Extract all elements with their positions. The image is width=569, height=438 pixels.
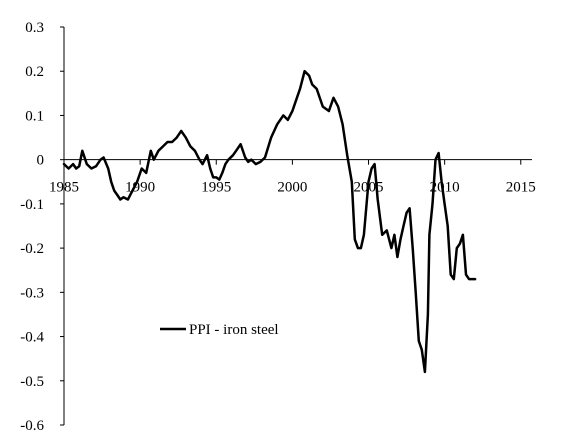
series-line [62, 69, 477, 374]
y-tick-label: -0.4 [20, 330, 44, 346]
y-tick-label: -0.3 [20, 285, 44, 301]
x-tick-label: 1995 [201, 180, 231, 196]
x-axis: 1985 1990 1995 2000 2005 2010 2015 [49, 159, 536, 196]
x-tick-label: 2000 [277, 180, 307, 196]
y-tick-label: -0.6 [20, 418, 44, 434]
y-tick-label: 0.2 [25, 64, 44, 80]
y-tick-label: 0.1 [25, 108, 44, 124]
series-group [62, 69, 477, 374]
y-axis: 0.3 0.2 0.1 0 -0.1 -0.2 -0.3 -0.4 -0.5 -0.6 [20, 20, 65, 434]
y-tick-label: -0.5 [20, 374, 44, 390]
y-tick-label: -0.2 [20, 241, 44, 257]
y-tick-label: 0 [37, 153, 45, 169]
legend-label: PPI - iron steel [189, 322, 279, 338]
x-tick-label: 1985 [49, 180, 79, 196]
legend: PPI - iron steel [160, 322, 279, 338]
x-tick-label: 1990 [125, 180, 155, 196]
y-tick-label: -0.1 [20, 197, 44, 213]
x-tick-label: 2015 [506, 180, 536, 196]
y-tick-label: 0.3 [25, 20, 44, 36]
x-tick-label: 2010 [430, 180, 460, 196]
